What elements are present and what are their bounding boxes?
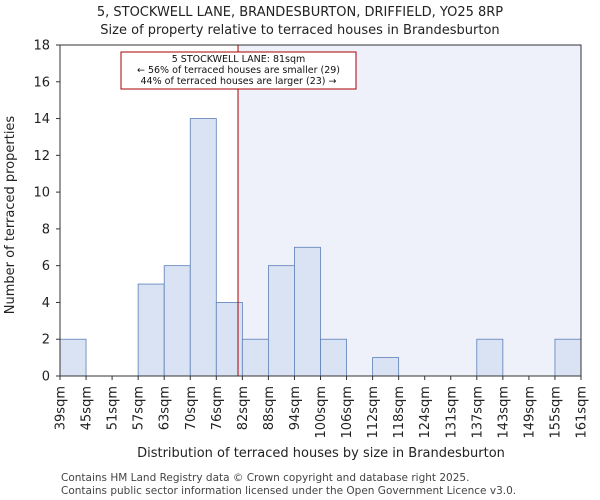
y-tick-label: 12 (33, 149, 50, 164)
footer-line-1: Contains HM Land Registry data © Crown c… (61, 472, 469, 484)
y-tick-label: 6 (42, 259, 50, 274)
x-tick-label: 161sqm (575, 386, 590, 439)
x-tick-label: 51sqm (106, 386, 121, 430)
x-tick-label: 39sqm (54, 386, 69, 430)
histogram-bar (59, 338, 87, 377)
y-axis-ticks: 0 2 4 6 8 10 12 14 16 18 (33, 39, 60, 385)
x-tick-label: 57sqm (132, 386, 147, 430)
y-tick-label: 0 (42, 370, 50, 385)
x-tick-label: 45sqm (80, 386, 95, 430)
histogram-bar (189, 118, 217, 377)
annotation-line: 44% of terraced houses are larger (23) → (141, 76, 337, 87)
y-tick-label: 2 (42, 333, 50, 348)
x-tick-label: 124sqm (418, 386, 433, 439)
histogram-bar (476, 338, 504, 377)
y-tick-label: 18 (33, 39, 50, 54)
annotation-frame (120, 51, 357, 90)
y-tick-label: 8 (42, 222, 50, 237)
y-tick-label: 10 (33, 186, 50, 201)
histogram-bar (163, 265, 191, 377)
x-tick-label: 143sqm (496, 386, 511, 439)
y-tick-label: 14 (33, 112, 50, 127)
x-tick-label: 70sqm (184, 386, 199, 430)
y-tick-label: 16 (33, 75, 50, 90)
x-tick-label: 118sqm (392, 386, 407, 439)
x-tick-label: 94sqm (288, 386, 303, 430)
y-tick-label: 4 (42, 296, 50, 311)
x-tick-label: 137sqm (470, 386, 485, 439)
footer-line-2: Contains public sector information licen… (61, 485, 516, 497)
annotation-line: 5 STOCKWELL LANE: 81sqm (172, 54, 306, 65)
histogram-bar (372, 357, 400, 377)
x-tick-label: 155sqm (548, 386, 563, 439)
x-tick-label: 100sqm (314, 386, 329, 439)
chart-subtitle: Size of property relative to terraced ho… (100, 23, 499, 38)
chart-title: 5, STOCKWELL LANE, BRANDESBURTON, DRIFFI… (97, 5, 503, 20)
x-tick-label: 131sqm (444, 386, 459, 439)
x-tick-label: 63sqm (158, 386, 173, 430)
histogram-bar (294, 246, 321, 377)
x-tick-label: 106sqm (340, 386, 355, 439)
x-tick-label: 88sqm (262, 386, 277, 430)
annotation-line: ← 56% of terraced houses are smaller (29… (137, 65, 340, 76)
annotation-box: 5 STOCKWELL LANE: 81sqm ← 56% of terrace… (120, 51, 357, 90)
histogram-bar (241, 338, 269, 377)
x-axis-ticks: 39sqm 45sqm 51sqm 57sqm 63sqm 70sqm 76sqm 82sqm… (54, 376, 590, 439)
x-tick-label: 76sqm (210, 386, 225, 430)
histogram-bar (137, 283, 165, 377)
x-axis-label: Distribution of terraced houses by size … (137, 446, 505, 461)
histogram-bar (267, 265, 295, 377)
histogram-bar (554, 338, 582, 377)
x-tick-label: 149sqm (522, 386, 537, 439)
histogram-bar (320, 338, 347, 377)
x-tick-label: 82sqm (236, 386, 251, 430)
x-tick-label: 112sqm (366, 386, 381, 439)
plot-area: 0 2 4 6 8 10 12 14 16 18 39sqm 45sqm 51sqm 57sqm 63sq… (33, 39, 589, 439)
y-axis-label: Number of terraced properties (3, 116, 18, 315)
